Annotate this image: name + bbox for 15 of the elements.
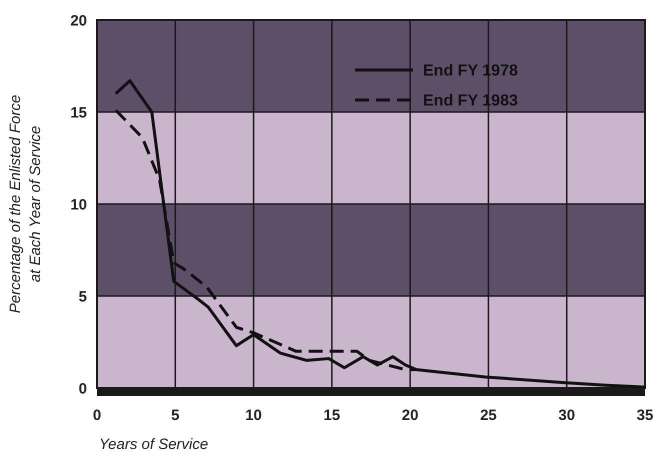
y-tick-label: 15 xyxy=(70,104,87,122)
y-tick-label: 0 xyxy=(78,380,87,398)
y-axis-title: Percentage of the Enlisted Force at Each Year of Service xyxy=(7,94,44,314)
x-tick-label: 15 xyxy=(324,407,340,424)
x-tick-label: 25 xyxy=(480,407,497,424)
y-tick-label: 20 xyxy=(70,12,87,30)
x-tick-label: 0 xyxy=(92,407,102,424)
x-tick-label: 20 xyxy=(402,407,418,424)
x-tick-label: 30 xyxy=(558,407,576,424)
x-tick-label: 35 xyxy=(636,407,654,424)
x-axis-title: Years of Service xyxy=(99,436,208,453)
y-tick-label: 5 xyxy=(78,288,87,306)
y-tick-label: 10 xyxy=(70,196,87,214)
x-tick-label: 5 xyxy=(171,407,180,424)
x-tick-label: 10 xyxy=(245,407,262,424)
